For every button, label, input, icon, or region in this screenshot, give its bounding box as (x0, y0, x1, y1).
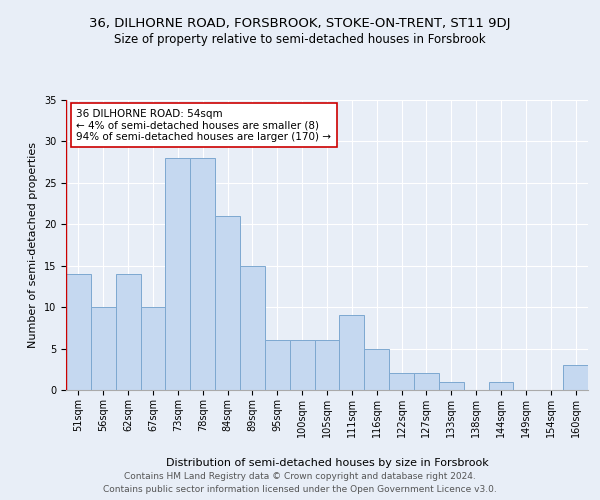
Text: 36 DILHORNE ROAD: 54sqm
← 4% of semi-detached houses are smaller (8)
94% of semi: 36 DILHORNE ROAD: 54sqm ← 4% of semi-det… (76, 108, 331, 142)
Text: Distribution of semi-detached houses by size in Forsbrook: Distribution of semi-detached houses by … (166, 458, 488, 468)
Text: Contains HM Land Registry data © Crown copyright and database right 2024.: Contains HM Land Registry data © Crown c… (124, 472, 476, 481)
Bar (488, 382, 514, 390)
Bar (563, 365, 588, 390)
Bar (314, 340, 340, 390)
Bar (116, 274, 140, 390)
Bar (364, 348, 389, 390)
Text: Contains public sector information licensed under the Open Government Licence v3: Contains public sector information licen… (103, 485, 497, 494)
Bar (140, 307, 166, 390)
Bar (166, 158, 190, 390)
Bar (215, 216, 240, 390)
Bar (389, 374, 414, 390)
Text: 36, DILHORNE ROAD, FORSBROOK, STOKE-ON-TRENT, ST11 9DJ: 36, DILHORNE ROAD, FORSBROOK, STOKE-ON-T… (89, 18, 511, 30)
Bar (290, 340, 314, 390)
Y-axis label: Number of semi-detached properties: Number of semi-detached properties (28, 142, 38, 348)
Bar (240, 266, 265, 390)
Bar (190, 158, 215, 390)
Bar (265, 340, 290, 390)
Bar (91, 307, 116, 390)
Text: Size of property relative to semi-detached houses in Forsbrook: Size of property relative to semi-detach… (114, 32, 486, 46)
Bar (439, 382, 464, 390)
Bar (340, 316, 364, 390)
Bar (66, 274, 91, 390)
Bar (414, 374, 439, 390)
